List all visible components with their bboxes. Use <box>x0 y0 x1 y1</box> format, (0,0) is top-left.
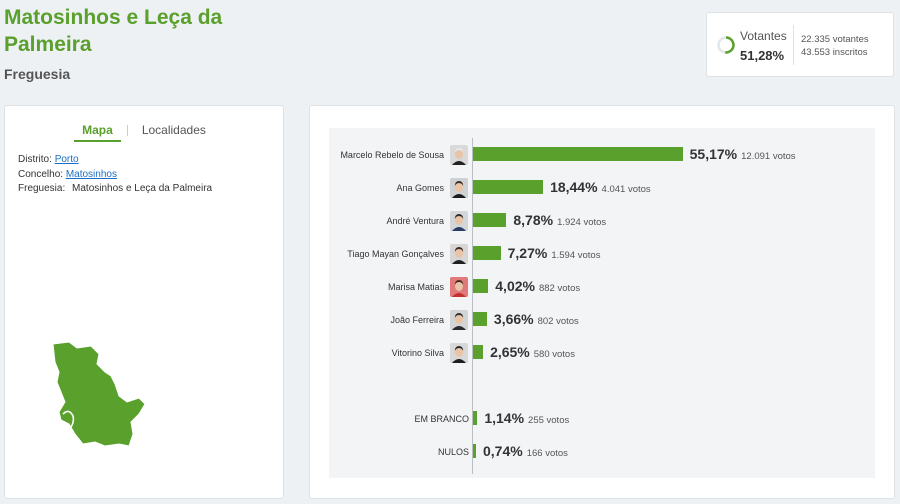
result-votes: 1.924 votos <box>557 217 607 228</box>
tab-mapa[interactable]: Mapa <box>74 123 121 142</box>
result-percent: 3,66% <box>493 311 534 327</box>
freguesia-label: Freguesia: <box>18 183 66 194</box>
result-votes: 802 votos <box>537 316 579 327</box>
freguesia-map[interactable] <box>49 342 149 447</box>
result-bar <box>473 279 489 293</box>
result-row: Marcelo Rebelo de Sousa 55,17% 12.091 voto… <box>329 143 875 167</box>
result-bar <box>473 444 476 458</box>
distrito-label: Distrito: <box>18 154 52 165</box>
turnout-card: Votantes 51,28% 22.335 votantes 43.553 i… <box>706 12 894 77</box>
tab-separator <box>126 125 128 137</box>
result-label: 1,14% 255 votos <box>484 410 569 426</box>
result-row: André Ventura 8,78% 1.924 votos <box>329 209 875 233</box>
result-label: 8,78% 1.924 votos <box>513 212 606 228</box>
result-row: Marisa Matias 4,02% 882 votos <box>329 275 875 299</box>
result-percent: 0,74% <box>483 443 523 459</box>
candidate-name: Ana Gomes <box>396 183 444 193</box>
result-percent: 7,27% <box>507 245 548 261</box>
candidate-name: Marcelo Rebelo de Sousa <box>340 150 444 160</box>
turnout-divider <box>793 25 794 65</box>
result-label: 2,65% 580 votos <box>490 344 575 360</box>
inscritos-count: 43.553 inscritos <box>801 47 868 58</box>
result-percent: 8,78% <box>513 212 554 228</box>
votantes-count: 22.335 votantes <box>801 34 869 45</box>
chart-axis-line <box>472 138 473 474</box>
result-label: 18,44% 4.041 votos <box>550 179 651 195</box>
result-votes: 1.594 votos <box>551 250 601 261</box>
result-percent: 18,44% <box>550 179 598 195</box>
result-percent: 2,65% <box>490 344 530 360</box>
result-votes: 4.041 votos <box>601 184 651 195</box>
result-votes: 166 votos <box>526 448 568 459</box>
candidate-avatar-icon <box>450 244 468 264</box>
turnout-percent: 51,28% <box>740 48 785 63</box>
result-label: 55,17% 12.091 votos <box>690 146 796 162</box>
candidate-name: João Ferreira <box>390 315 444 325</box>
result-bar <box>473 411 478 425</box>
freguesia-row: Freguesia: Matosinhos e Leça da Palmeira <box>18 182 212 197</box>
candidate-name: Tiago Mayan Gonçalves <box>347 249 444 259</box>
result-bar <box>473 345 484 359</box>
result-row: NULOS 0,74% 166 votos <box>329 440 875 464</box>
view-tabs: Mapa Localidades <box>5 123 283 142</box>
page-subtitle: Freguesia <box>4 66 71 82</box>
result-row: Vitorino Silva 2,65% 580 votos <box>329 341 875 365</box>
result-bar <box>473 213 507 227</box>
result-votes: 255 votos <box>528 415 570 426</box>
result-label: 0,74% 166 votos <box>483 443 568 459</box>
turnout-ring-icon <box>717 36 735 54</box>
result-label: 3,66% 802 votos <box>494 311 579 327</box>
concelho-link[interactable]: Matosinhos <box>65 168 117 180</box>
result-row: João Ferreira 3,66% 802 votos <box>329 308 875 332</box>
result-row: Ana Gomes 18,44% 4.041 votos <box>329 176 875 200</box>
result-bar <box>473 246 501 260</box>
tab-localidades[interactable]: Localidades <box>141 123 206 137</box>
result-bar <box>473 312 487 326</box>
distrito-row: Distrito: Porto <box>18 153 212 168</box>
page-title: Matosinhos e Leça da Palmeira <box>4 6 223 56</box>
candidate-avatar-icon <box>450 211 468 231</box>
result-votes: 12.091 votos <box>741 151 796 162</box>
result-row: EM BRANCO 1,14% 255 votos <box>329 407 875 431</box>
candidate-name: André Ventura <box>386 216 444 226</box>
candidate-name: EM BRANCO <box>414 414 469 424</box>
candidate-avatar-icon <box>450 343 468 363</box>
results-chart: Marcelo Rebelo de Sousa 55,17% 12.091 voto… <box>329 128 875 478</box>
result-bar <box>473 147 683 161</box>
result-votes: 882 votos <box>538 283 581 294</box>
location-panel: Mapa Localidades Distrito: Porto Concelho… <box>4 105 284 499</box>
concelho-row: Concelho: Matosinhos <box>18 168 212 183</box>
candidate-name: Marisa Matias <box>387 282 444 292</box>
concelho-label: Concelho: <box>18 168 64 180</box>
candidate-avatar-icon <box>450 178 468 198</box>
candidate-avatar-icon <box>450 277 468 297</box>
candidate-avatar-icon <box>450 310 468 330</box>
turnout-counts: 22.335 votantes 43.553 inscritos <box>801 33 869 59</box>
candidate-name: Vitorino Silva <box>391 348 444 358</box>
location-info: Distrito: Porto Concelho: Matosinhos Fre… <box>18 153 212 197</box>
results-panel: Marcelo Rebelo de Sousa 55,17% 12.091 voto… <box>309 105 895 499</box>
distrito-link[interactable]: Porto <box>54 154 79 165</box>
result-percent: 1,14% <box>484 410 525 426</box>
candidate-name: NULOS <box>437 447 469 457</box>
result-label: 7,27% 1.594 votos <box>508 245 601 261</box>
result-bar <box>473 180 544 194</box>
turnout-label: Votantes <box>740 29 787 43</box>
freguesia-value: Matosinhos e Leça da Palmeira <box>72 183 213 194</box>
result-percent: 55,17% <box>689 146 738 162</box>
result-label: 4,02% 882 votos <box>495 278 580 294</box>
result-row: Tiago Mayan Gonçalves 7,27% 1.594 votos <box>329 242 875 266</box>
result-votes: 580 votos <box>533 349 575 360</box>
candidate-avatar-icon <box>450 145 468 165</box>
result-percent: 4,02% <box>495 278 535 294</box>
